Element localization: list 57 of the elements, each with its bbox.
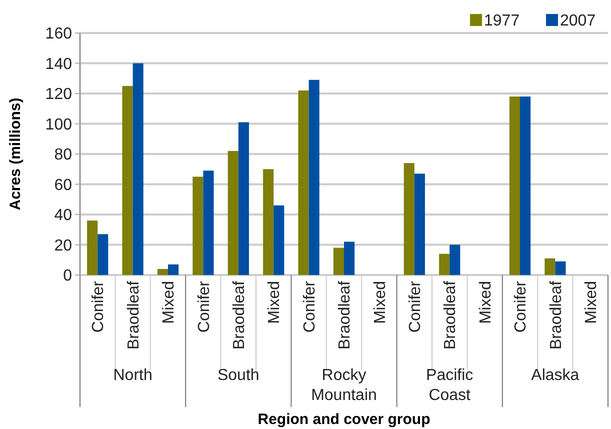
y-tick-label: 120: [45, 86, 72, 104]
y-tick-label: 160: [45, 26, 72, 43]
bar: [333, 248, 344, 275]
bar: [87, 220, 98, 275]
x-tick-label: Conifer: [301, 280, 318, 333]
bar: [414, 174, 425, 275]
y-axis-title: Acres (millions): [7, 98, 24, 210]
y-tick-label: 100: [45, 116, 72, 134]
bar: [132, 63, 144, 275]
bar: [509, 96, 520, 275]
x-tick-label: Conifer: [407, 280, 424, 333]
text: South: [217, 367, 260, 384]
bar: [555, 261, 566, 275]
bar: [168, 264, 179, 275]
bar: [263, 169, 274, 275]
y-tick-label: 20: [54, 237, 72, 254]
bar: [544, 258, 556, 275]
x-tick-label: Mixed: [583, 281, 600, 324]
legend-label: 1977: [484, 12, 520, 30]
text: Pacific Coast: [426, 367, 474, 404]
x-axis-title: Region and cover group: [258, 411, 430, 428]
x-tick-label: Conifer: [196, 280, 213, 333]
bar: [308, 80, 320, 275]
y-tick-label: 40: [54, 207, 72, 224]
bar: [203, 170, 214, 275]
bar: [228, 150, 238, 275]
bar: [344, 242, 355, 275]
x-tick-label: Braodleaf: [125, 280, 142, 350]
y-tick-label: 60: [54, 176, 72, 194]
y-tick-label: 80: [54, 146, 72, 164]
bar: [450, 244, 460, 275]
x-tick-label: Mixed: [266, 281, 284, 324]
x-tick-label: Conifer: [512, 280, 530, 333]
x-tick-label: Braodleaf: [231, 280, 248, 350]
text: Rocky Mountain: [311, 367, 377, 404]
bar: [157, 268, 168, 275]
bar: [439, 254, 450, 275]
x-tick-label: Mixed: [477, 281, 494, 324]
x-tick-label: Braodleaf: [336, 280, 354, 350]
y-tick-label: 0: [63, 268, 72, 285]
bar: [404, 163, 414, 275]
bar: [122, 86, 133, 275]
bar: [274, 205, 284, 275]
x-tick-label: Conifer: [90, 280, 108, 333]
text: Alaska: [531, 367, 580, 384]
bar: [520, 96, 531, 275]
bar: [238, 122, 249, 275]
bar: [192, 176, 204, 275]
x-tick-label: Mixed: [160, 281, 178, 324]
text: North: [113, 367, 152, 384]
bar: [98, 234, 108, 275]
legend-label: 2007: [560, 12, 596, 30]
x-tick-label: Braodleaf: [442, 280, 460, 350]
x-tick-label: Braodleaf: [548, 280, 565, 350]
y-tick-label: 140: [45, 56, 72, 73]
bar: [298, 90, 309, 275]
x-tick-label: Mixed: [372, 281, 389, 324]
